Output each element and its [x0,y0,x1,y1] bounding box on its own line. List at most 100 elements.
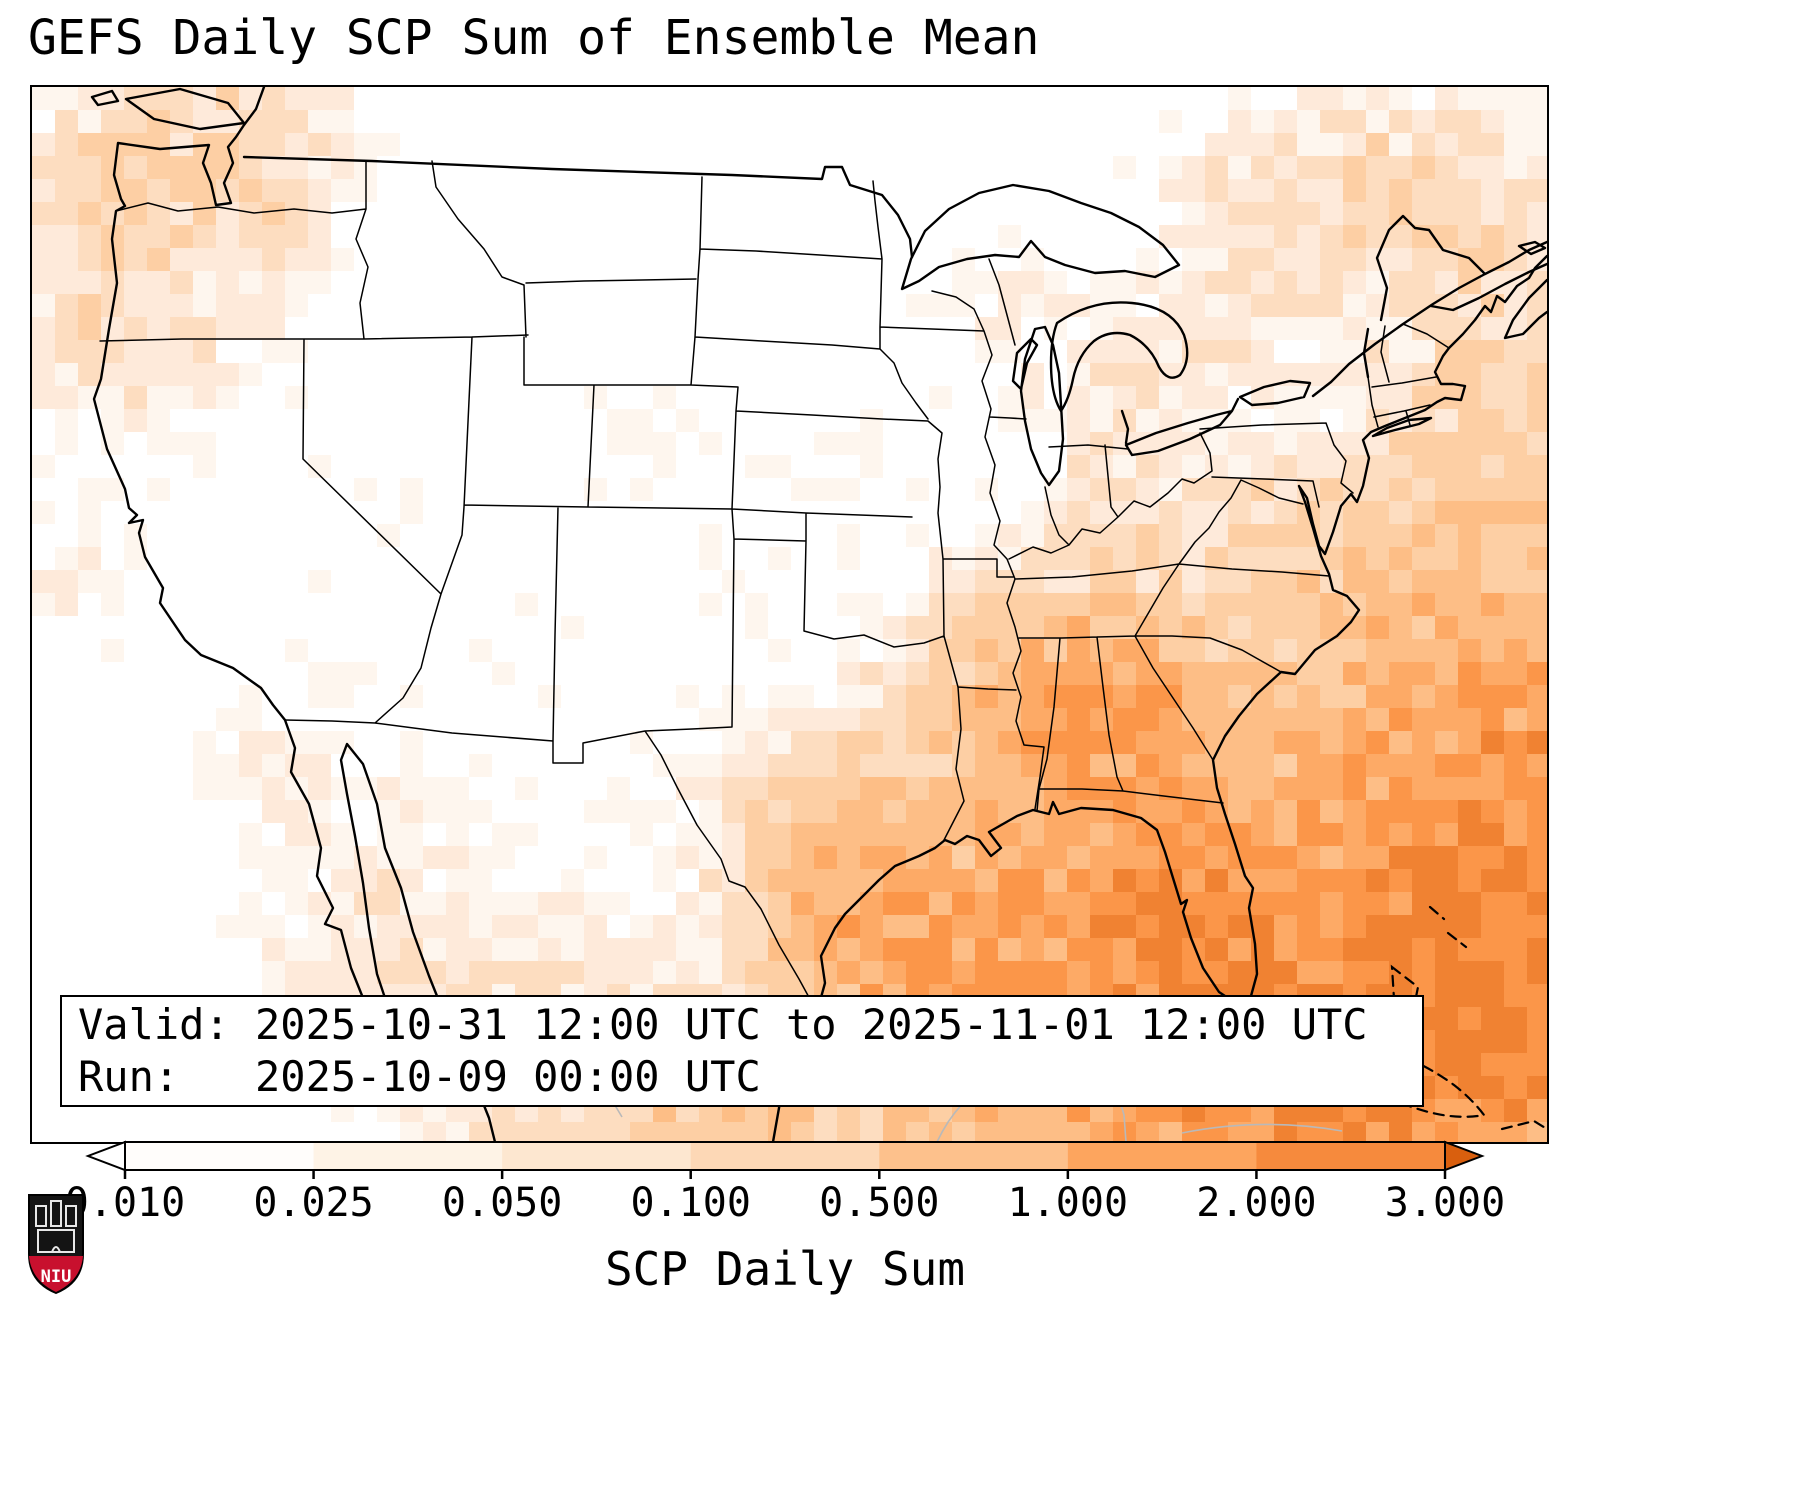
heatmap-cell [1274,731,1297,754]
heatmap-cell [239,110,262,133]
heatmap-cell [1274,961,1297,984]
heatmap-cell [1343,754,1366,777]
heatmap-cell [101,593,124,616]
heatmap-cell [78,524,101,547]
heatmap-cell [1389,731,1412,754]
heatmap-cell [653,754,676,777]
heatmap-cell [492,938,515,961]
heatmap-cell [768,777,791,800]
heatmap-cell [998,639,1021,662]
heatmap-cell [1274,708,1297,731]
heatmap-cell [32,133,55,156]
heatmap-cell [1481,639,1504,662]
heatmap-cell [101,179,124,202]
heatmap-cell [1021,1122,1044,1142]
heatmap-cell [1113,938,1136,961]
heatmap-cell [1343,386,1366,409]
heatmap-cell [1527,478,1547,501]
heatmap-cell [1159,524,1182,547]
heatmap-cell [1389,156,1412,179]
heatmap-cell [1320,110,1343,133]
heatmap-cell [1481,1053,1504,1076]
heatmap-cell [1481,593,1504,616]
heatmap-cell [1412,570,1435,593]
heatmap-cell [331,823,354,846]
heatmap-cell [1389,846,1412,869]
heatmap-cell [1182,823,1205,846]
heatmap-cell [791,685,814,708]
heatmap-cell [975,340,998,363]
heatmap-cell [1343,915,1366,938]
heatmap-cell [699,754,722,777]
heatmap-cell [32,271,55,294]
heatmap-cell [952,777,975,800]
heatmap-cell [1366,179,1389,202]
heatmap-cell [124,248,147,271]
heatmap-cell [239,892,262,915]
heatmap-cell [124,225,147,248]
heatmap-cell [193,225,216,248]
heatmap-cell [1435,432,1458,455]
heatmap-cell [1205,225,1228,248]
heatmap-cell [1504,478,1527,501]
heatmap-cell [1159,225,1182,248]
heatmap-cell [1343,225,1366,248]
heatmap-cell [1481,915,1504,938]
heatmap-cell [308,731,331,754]
heatmap-cell [906,961,929,984]
heatmap-cell [147,179,170,202]
heatmap-cell [975,662,998,685]
heatmap-cell [1136,731,1159,754]
heatmap-cell [124,340,147,363]
heatmap-cell [906,800,929,823]
heatmap-cell [975,616,998,639]
heatmap-cell [837,823,860,846]
heatmap-cell [331,869,354,892]
heatmap-cell [722,731,745,754]
heatmap-cell [1205,202,1228,225]
heatmap-cell [1504,662,1527,685]
heatmap-cell [423,915,446,938]
heatmap-cell [1527,938,1547,961]
heatmap-cell [1297,363,1320,386]
heatmap-cell [515,915,538,938]
heatmap-cell [1136,455,1159,478]
heatmap-cell [1458,478,1481,501]
heatmap-cell [538,685,561,708]
heatmap-cell [1136,593,1159,616]
heatmap-cell [1366,915,1389,938]
heatmap-cell [1527,271,1547,294]
heatmap-cell [1067,478,1090,501]
heatmap-cell [676,892,699,915]
heatmap-cell [1366,363,1389,386]
heatmap-cell [1458,685,1481,708]
heatmap-cell [1504,639,1527,662]
heatmap-cell [929,731,952,754]
heatmap-cell [469,846,492,869]
heatmap-cell [1343,570,1366,593]
heatmap-cell [906,823,929,846]
heatmap-cell [1182,1122,1205,1142]
heatmap-cell [630,915,653,938]
heatmap-cell [1435,87,1458,110]
heatmap-cell [1527,340,1547,363]
heatmap-cell [837,869,860,892]
heatmap-cell [745,938,768,961]
heatmap-cell [1412,455,1435,478]
heatmap-cell [400,685,423,708]
heatmap-cell [1251,708,1274,731]
heatmap-cell [1182,570,1205,593]
heatmap-cell [998,731,1021,754]
heatmap-cell [515,961,538,984]
heatmap-cell [1090,570,1113,593]
heatmap-cell [1435,363,1458,386]
heatmap-cell [1527,1030,1547,1053]
heatmap-cell [308,892,331,915]
heatmap-cell [1021,662,1044,685]
heatmap-cell [1274,248,1297,271]
heatmap-cell [584,915,607,938]
heatmap-cell [1504,202,1527,225]
heatmap-cell [699,524,722,547]
heatmap-cell [998,225,1021,248]
heatmap-cell [768,639,791,662]
